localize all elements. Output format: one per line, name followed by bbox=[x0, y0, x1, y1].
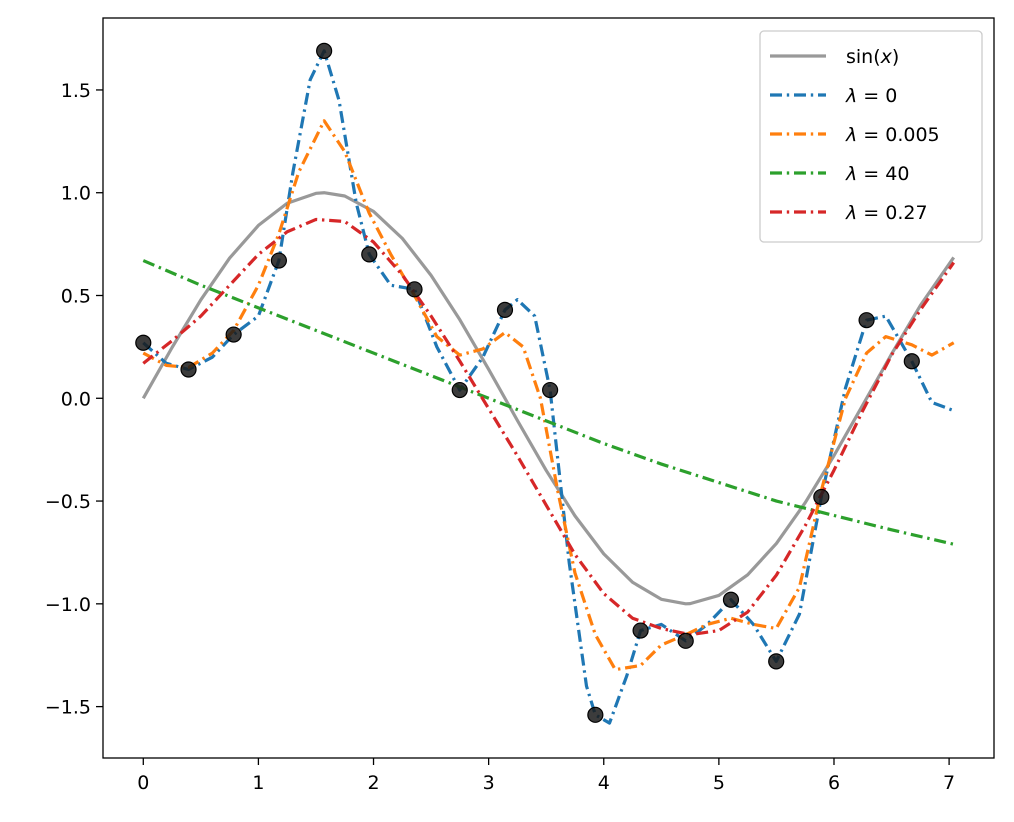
y-axis: −1.5 −1.0 −0.5 0.0 0.5 1.0 1.5 bbox=[45, 80, 103, 719]
data-point bbox=[632, 622, 649, 639]
y-tick-label: 0.0 bbox=[61, 388, 91, 410]
data-point bbox=[225, 326, 242, 343]
data-point bbox=[722, 591, 740, 608]
series-line-2 bbox=[142, 119, 955, 672]
y-tick-label: −0.5 bbox=[45, 491, 91, 513]
data-point bbox=[270, 252, 287, 269]
y-tick-label: −1.0 bbox=[45, 594, 91, 616]
legend-label-1: λ = 0 bbox=[845, 85, 897, 107]
y-tick-label: 0.5 bbox=[61, 286, 91, 308]
data-point bbox=[542, 381, 559, 399]
scatter-points-layer bbox=[135, 42, 920, 723]
x-tick-label: 4 bbox=[598, 772, 610, 794]
x-tick-label: 6 bbox=[828, 772, 840, 794]
data-point bbox=[496, 301, 514, 318]
legend-label-2: λ = 0.005 bbox=[845, 124, 940, 146]
legend-label-4: λ = 0.27 bbox=[845, 202, 928, 224]
data-point bbox=[135, 334, 152, 351]
data-point bbox=[903, 353, 920, 370]
x-axis: 0 1 2 3 4 5 6 7 bbox=[137, 758, 955, 794]
data-point bbox=[316, 42, 333, 59]
x-tick-label: 5 bbox=[713, 772, 725, 794]
y-tick-label: 1.0 bbox=[61, 183, 91, 205]
legend-box bbox=[759, 30, 983, 243]
legend: sin(x) λ = 0 λ = 0.005 λ = 40 λ = 0.27 bbox=[759, 30, 983, 243]
x-tick-label: 0 bbox=[137, 772, 149, 794]
x-tick-label: 2 bbox=[367, 772, 379, 794]
y-tick-label: 1.5 bbox=[61, 80, 91, 102]
series-line-3 bbox=[142, 259, 955, 546]
y-tick-label: −1.5 bbox=[45, 697, 91, 719]
series-layer bbox=[141, 49, 956, 725]
legend-label-3: λ = 40 bbox=[845, 163, 909, 185]
data-point bbox=[180, 361, 197, 378]
data-point bbox=[677, 632, 694, 649]
series-line-1 bbox=[142, 49, 955, 725]
plot-frame bbox=[102, 17, 995, 759]
data-point bbox=[858, 312, 875, 329]
x-tick-label: 3 bbox=[483, 772, 495, 794]
x-tick-label: 1 bbox=[252, 772, 264, 794]
data-point bbox=[768, 653, 785, 670]
data-point bbox=[406, 281, 423, 298]
legend-label-0: sin(x) bbox=[846, 46, 899, 68]
series-line-4 bbox=[142, 217, 956, 637]
data-point bbox=[451, 381, 468, 399]
data-point bbox=[587, 706, 604, 723]
x-tick-label: 7 bbox=[943, 772, 955, 794]
data-point bbox=[361, 246, 378, 263]
data-point bbox=[813, 488, 830, 506]
